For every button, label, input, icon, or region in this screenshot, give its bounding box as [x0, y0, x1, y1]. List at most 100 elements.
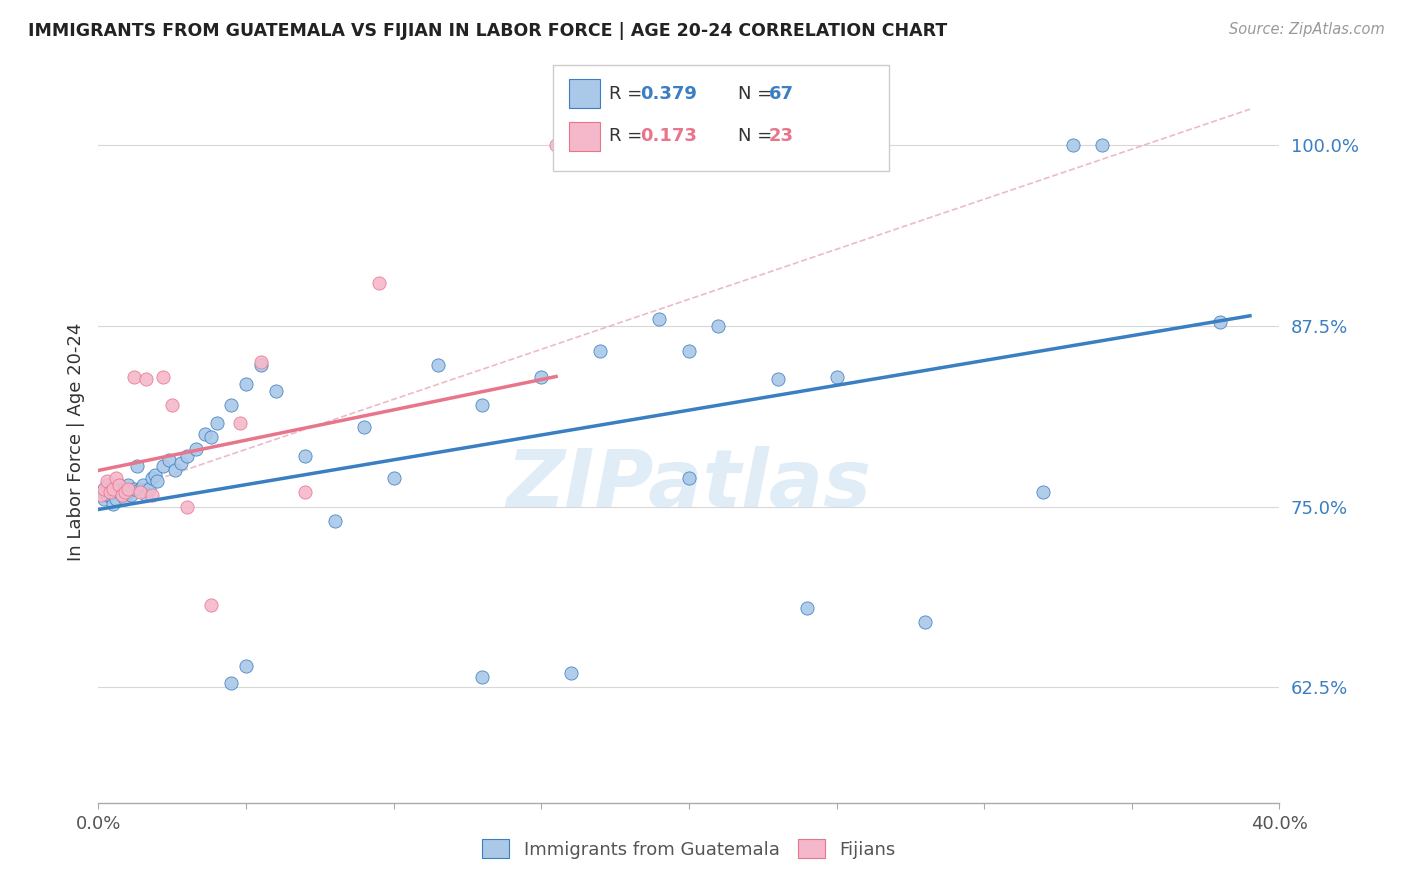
Text: 67: 67 [769, 85, 794, 103]
Point [114, 482, 136, 496]
Point [250, 355, 273, 369]
Point [117, 485, 139, 500]
Point [471, 670, 494, 684]
Point [128, 482, 150, 496]
Text: 0.173: 0.173 [640, 128, 696, 145]
Point [98, 488, 121, 502]
Point [427, 358, 450, 372]
Point [103, 485, 125, 500]
Point [294, 485, 316, 500]
Point [111, 482, 134, 496]
Point [117, 478, 139, 492]
Legend: Immigrants from Guatemala, Fijians: Immigrants from Guatemala, Fijians [475, 832, 903, 866]
Point [132, 478, 155, 492]
Point [146, 474, 169, 488]
Point [117, 482, 139, 496]
Point [200, 598, 222, 612]
Point [200, 430, 222, 444]
Point [125, 459, 148, 474]
Point [128, 485, 150, 500]
Point [229, 416, 252, 430]
Point [250, 358, 273, 372]
Point [96, 478, 118, 492]
Point [103, 482, 125, 496]
Point [1209, 315, 1232, 329]
Point [90, 485, 112, 500]
Text: 23: 23 [769, 128, 794, 145]
Point [152, 369, 174, 384]
Point [114, 485, 136, 500]
Point [103, 482, 125, 496]
Point [1062, 138, 1084, 153]
Point [135, 488, 157, 502]
Point [103, 497, 125, 511]
Point [98, 485, 121, 500]
Point [194, 427, 217, 442]
Point [176, 449, 198, 463]
Point [96, 474, 118, 488]
Point [323, 514, 346, 528]
Point [235, 658, 257, 673]
Point [143, 467, 166, 482]
Point [93, 482, 115, 496]
Point [90, 488, 112, 502]
Point [165, 463, 187, 477]
Point [152, 459, 174, 474]
Point [471, 399, 494, 413]
Point [221, 676, 243, 690]
Point [1091, 138, 1114, 153]
Point [170, 456, 193, 470]
Point [589, 343, 612, 358]
Point [205, 416, 228, 430]
Point [707, 318, 730, 333]
Point [96, 488, 118, 502]
Point [138, 482, 160, 496]
Point [766, 372, 789, 386]
Point [221, 399, 243, 413]
Point [546, 138, 568, 153]
Point [135, 372, 157, 386]
Point [105, 482, 128, 496]
Point [825, 369, 848, 384]
Point [368, 276, 391, 290]
Point [353, 420, 375, 434]
Point [162, 399, 183, 413]
Point [560, 665, 582, 680]
Text: IMMIGRANTS FROM GUATEMALA VS FIJIAN IN LABOR FORCE | AGE 20-24 CORRELATION CHART: IMMIGRANTS FROM GUATEMALA VS FIJIAN IN L… [28, 22, 948, 40]
Point [108, 478, 131, 492]
Point [264, 384, 287, 398]
Point [648, 311, 671, 326]
Point [114, 492, 136, 507]
Text: N =: N = [738, 128, 778, 145]
Point [105, 471, 128, 485]
Point [176, 500, 198, 514]
Text: Source: ZipAtlas.com: Source: ZipAtlas.com [1229, 22, 1385, 37]
Point [235, 376, 257, 391]
Point [530, 369, 553, 384]
Point [108, 485, 131, 500]
Point [122, 369, 145, 384]
Point [914, 615, 936, 630]
Point [111, 488, 134, 502]
Point [678, 343, 700, 358]
Point [382, 471, 405, 485]
Point [122, 482, 145, 496]
Point [111, 488, 134, 502]
Text: N =: N = [738, 85, 778, 103]
Point [120, 488, 142, 502]
Text: 0.379: 0.379 [640, 85, 696, 103]
Point [93, 492, 115, 507]
Point [105, 492, 128, 507]
Y-axis label: In Labor Force | Age 20-24: In Labor Force | Age 20-24 [66, 322, 84, 561]
Text: ZIPatlas: ZIPatlas [506, 446, 872, 524]
Text: R =: R = [609, 85, 648, 103]
Point [141, 488, 163, 502]
Point [141, 471, 163, 485]
Point [98, 485, 121, 500]
Point [796, 600, 818, 615]
Point [184, 442, 207, 456]
Text: R =: R = [609, 128, 648, 145]
Point [93, 482, 115, 496]
Point [1032, 485, 1054, 500]
Point [108, 478, 131, 492]
